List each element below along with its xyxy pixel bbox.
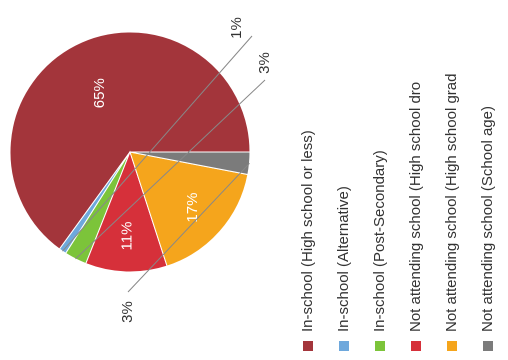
legend-swatch-in-school-alternative — [339, 341, 349, 351]
pie-slice-in-school-high-school-or-less — [9, 31, 251, 250]
legend: In-school (High school or less) In-school… — [299, 74, 496, 351]
callout-line — [127, 162, 250, 293]
legend-label-in-school-alternative: In-school (Alternative) — [335, 186, 352, 332]
legend-label-in-school-high-school-or-less: In-school (High school or less) — [299, 130, 316, 332]
legend-label-not-attending-school-school-age: Not attending school (School age) — [479, 106, 496, 332]
legend-label-not-attending-school-high-school-grad: Not attending school (High school grad — [443, 74, 460, 333]
legend-label-not-attending-school-high-school-dro: Not attending school (High school dro — [407, 82, 424, 332]
callout-line — [62, 35, 253, 252]
slice-value-label: 1% — [228, 17, 245, 39]
slice-value-label: 11% — [118, 222, 135, 251]
legend-swatch-not-attending-school-high-school-dro — [411, 341, 421, 351]
pie-slice-not-attending-school-high-school-dro — [85, 150, 168, 273]
slice-labels: 65% 1% 3% 11% 17% 3% — [62, 17, 273, 323]
callout-line — [75, 79, 266, 260]
slice-value-label: 3% — [256, 52, 273, 74]
legend-swatch-not-attending-school-school-age — [483, 341, 493, 351]
slice-value-label: 65% — [91, 78, 108, 108]
slice-value-label: 17% — [184, 193, 201, 223]
legend-swatch-not-attending-school-high-school-grad — [447, 341, 457, 351]
legend-label-in-school-post-secondary: In-school (Post-Secondary) — [371, 150, 388, 332]
slice-value-label: 3% — [119, 301, 136, 323]
legend-swatch-in-school-high-school-or-less — [303, 341, 313, 351]
legend-swatch-in-school-post-secondary — [375, 341, 385, 351]
pie-slice-not-attending-school-high-school-grad — [129, 151, 249, 267]
